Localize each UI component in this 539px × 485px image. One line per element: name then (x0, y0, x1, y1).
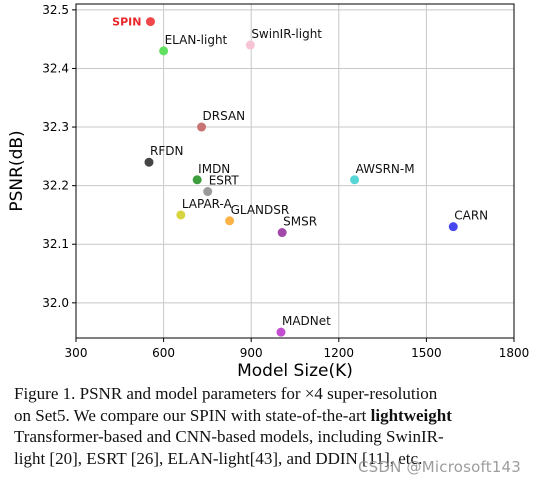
x-tick-label: 900 (240, 346, 263, 360)
caption-line-2: on Set5. We compare our SPIN with state-… (14, 405, 532, 427)
point-label: RFDN (150, 144, 183, 158)
point-label: LAPAR-A (182, 197, 233, 211)
plot-frame (75, 3, 515, 339)
data-point (159, 46, 169, 56)
data-point (350, 175, 360, 185)
y-axis-label: PSNR(dB) (7, 130, 27, 211)
data-point (176, 210, 186, 220)
x-tick-label: 1500 (411, 346, 442, 360)
data-point (225, 216, 235, 226)
grid-lines (75, 4, 515, 338)
y-tick-label: 32.0 (42, 296, 69, 310)
point-label: SwinIR-light (251, 27, 322, 41)
data-point (144, 157, 154, 167)
point-label: SMSR (283, 215, 317, 229)
point-label: GLANDSR (231, 203, 290, 217)
x-axis-label: Model Size(K) (237, 361, 353, 380)
figure-caption: Figure 1. PSNR and model parameters for … (14, 383, 532, 469)
data-point (192, 175, 202, 185)
data-point (448, 222, 458, 232)
point-label: SPIN (112, 16, 141, 29)
point-label: DRSAN (203, 109, 246, 123)
scatter-chart: 300 600 900 1200 1500 1800 32.032.132.232.332… (7, 3, 530, 381)
watermark: CSDN @Microsoft143 (358, 458, 522, 476)
x-tick-label: 600 (152, 346, 175, 360)
point-label: IMDN (198, 162, 230, 176)
data-point (276, 327, 286, 337)
x-tick-label: 1800 (499, 346, 530, 360)
point-label: AWSRN-M (356, 162, 415, 176)
point-label: CARN (454, 209, 488, 223)
data-points (144, 17, 458, 337)
point-label: ESRT (209, 174, 240, 188)
caption-line-2-text: on Set5. We compare our SPIN with state-… (14, 405, 371, 425)
x-tick-label: 1200 (324, 346, 355, 360)
point-label: ELAN-light (165, 33, 228, 47)
y-tick-label: 32.4 (42, 61, 69, 75)
data-point (145, 17, 155, 27)
data-point (245, 40, 255, 50)
data-point (203, 187, 213, 197)
point-labels: SPIN ELAN-light SwinIR-light DRSAN RFDN IMDNE… (112, 16, 488, 329)
caption-line-4: light [20], ESRT [26], ELAN-light[43], a… (14, 448, 423, 468)
y-ticks: 32.0 32.1 32.2 32.3 32.4 32.5 (42, 3, 76, 310)
point-label: MADNet (282, 314, 331, 328)
y-tick-label: 32.2 (42, 179, 69, 193)
chart-area: 300 600 900 1200 1500 1800 32.0 32.1 32.2 32.3 32… (7, 3, 530, 381)
caption-line-1: Figure 1. PSNR and model parameters for … (14, 384, 438, 403)
data-point (197, 122, 207, 132)
y-tick-label: 32.3 (42, 120, 69, 134)
x-tick-label: 300 (65, 346, 88, 360)
y-tick-label: 32.1 (42, 237, 69, 251)
y-tick-label: 32.5 (42, 3, 69, 17)
x-ticks: 300 600 900 1200 1500 1800 (65, 338, 530, 360)
caption-line-3: Transformer-based and CNN-based models, … (14, 427, 444, 446)
caption-bold-lightweight: lightweight (370, 405, 452, 425)
data-point (277, 228, 287, 238)
